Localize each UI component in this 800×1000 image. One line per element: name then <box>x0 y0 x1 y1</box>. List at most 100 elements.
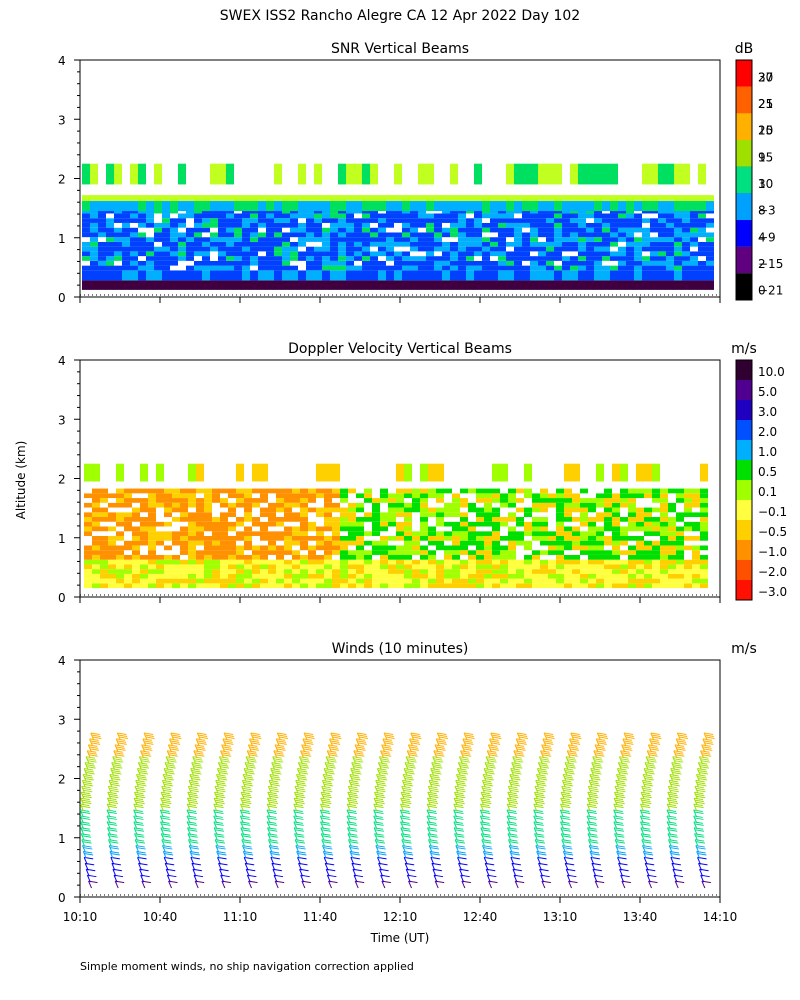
snr-cell <box>130 246 138 252</box>
snr-cell <box>530 222 538 228</box>
snr-cell <box>178 227 186 233</box>
doppler-cell <box>564 512 572 518</box>
doppler-cell <box>508 521 516 527</box>
doppler-cell <box>172 526 180 532</box>
doppler-cell <box>588 573 596 579</box>
wind-barb <box>330 732 335 741</box>
wind-barb-flag <box>404 777 414 781</box>
doppler-cell <box>684 521 692 527</box>
wind-barb <box>564 863 569 871</box>
doppler-cell <box>108 559 116 565</box>
wind-barb <box>347 833 352 841</box>
doppler-cell <box>676 493 684 499</box>
snr-cell <box>474 213 482 219</box>
snr-cell <box>626 280 634 290</box>
doppler-cell <box>180 545 188 551</box>
wind-barb <box>193 750 198 758</box>
snr-cell <box>234 237 242 242</box>
doppler-cell <box>532 578 540 584</box>
wind-barb-flag <box>269 789 280 793</box>
colorbar-label: −3.0 <box>758 585 787 599</box>
doppler-cell <box>580 583 588 589</box>
doppler-cell <box>356 502 364 508</box>
doppler-cell <box>476 578 484 584</box>
snr-cell <box>474 260 482 266</box>
wind-barb-flag <box>267 811 277 815</box>
wind-barb <box>167 744 172 753</box>
wind-barb <box>88 880 93 889</box>
y-tick-label: 2 <box>58 173 66 187</box>
doppler-cell <box>468 559 476 565</box>
wind-barb <box>613 827 618 835</box>
doppler-cell <box>492 517 500 522</box>
snr-cell <box>226 227 234 233</box>
snr-cell <box>682 241 690 247</box>
doppler-cell <box>380 493 388 499</box>
doppler-cell <box>556 554 564 560</box>
wind-barb-flag <box>329 748 340 751</box>
doppler-cell <box>388 578 396 584</box>
snr-cell <box>218 222 226 228</box>
wind-barb-flag <box>163 789 173 793</box>
snr-cell <box>402 246 410 252</box>
doppler-cell <box>652 521 660 527</box>
doppler-cell <box>484 550 492 555</box>
wind-barb <box>134 839 139 847</box>
doppler-cell <box>492 554 500 560</box>
snr-cell <box>434 251 442 257</box>
doppler-cell <box>580 521 588 527</box>
wind-barb-flag <box>454 817 464 820</box>
doppler-cell <box>564 521 572 527</box>
snr-cell <box>138 260 146 266</box>
doppler-cell <box>540 554 548 560</box>
doppler-cell <box>676 521 684 527</box>
snr-cell <box>570 222 578 228</box>
wind-barb-flag <box>351 762 361 765</box>
doppler-cell <box>164 545 172 551</box>
wind-barb-flag <box>535 845 545 848</box>
wind-barb <box>160 792 165 800</box>
doppler-cell <box>300 550 308 555</box>
wind-barb-flag <box>293 809 303 813</box>
snr-cell <box>234 246 242 252</box>
wind-barb-flag <box>410 732 420 735</box>
wind-barb-flag <box>92 736 102 739</box>
wind-barb <box>480 821 484 830</box>
wind-barb-flag <box>384 742 394 745</box>
colorbar-label: 5.0 <box>758 385 777 399</box>
doppler-cell <box>228 488 236 494</box>
doppler-cell <box>444 521 452 527</box>
doppler-cell <box>348 502 356 508</box>
snr-cell <box>258 218 266 223</box>
wind-barb-flag <box>427 791 437 795</box>
doppler-cell <box>276 550 284 555</box>
wind-barb <box>320 827 325 835</box>
snr-cell <box>330 251 338 257</box>
snr-cell <box>650 163 658 185</box>
doppler-cell <box>620 545 628 551</box>
doppler-cell <box>676 578 684 584</box>
wind-barb-flag <box>321 823 331 826</box>
snr-cell <box>186 256 194 261</box>
snr-cell <box>498 246 506 252</box>
doppler-cell <box>292 531 300 536</box>
snr-cell <box>90 232 98 238</box>
snr-cell <box>186 265 194 271</box>
doppler-cell <box>564 535 572 541</box>
doppler-cell <box>172 578 180 584</box>
snr-cell <box>658 237 666 242</box>
wind-barb-flag <box>242 779 252 783</box>
snr-cell <box>634 232 642 238</box>
doppler-cell <box>172 583 180 589</box>
wind-barb-flag <box>166 758 176 761</box>
snr-cell <box>498 213 506 219</box>
doppler-cell <box>644 573 652 579</box>
snr-cell <box>178 241 186 247</box>
doppler-cell <box>612 545 620 551</box>
doppler-cell <box>236 545 244 551</box>
doppler-cell <box>108 512 116 518</box>
wind-barb-flag <box>563 768 574 771</box>
snr-cell <box>554 227 562 233</box>
wind-barb-flag <box>561 785 571 789</box>
doppler-cell <box>604 531 612 536</box>
